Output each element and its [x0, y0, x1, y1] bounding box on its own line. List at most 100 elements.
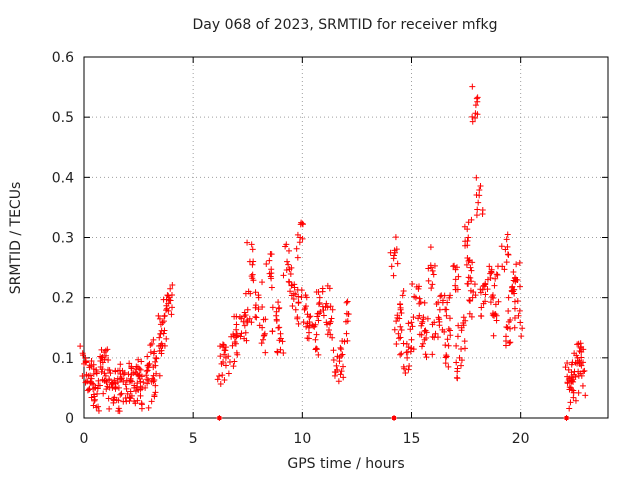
data-point: [217, 353, 224, 360]
data-point: [482, 298, 489, 305]
data-point: [397, 301, 404, 308]
data-point: [420, 314, 427, 321]
data-point: [140, 379, 147, 386]
data-point: [442, 360, 449, 367]
data-point: [137, 392, 144, 399]
data-point: [418, 322, 425, 329]
data-point: [135, 356, 142, 363]
data-point: [156, 315, 163, 322]
data-point: [259, 279, 266, 286]
data-point: [511, 305, 518, 312]
data-point: [452, 276, 459, 283]
data-point: [105, 356, 112, 363]
data-point: [222, 347, 229, 354]
data-point: [400, 340, 407, 347]
data-point: [462, 317, 469, 324]
data-point: [312, 336, 319, 343]
data-point: [296, 239, 303, 246]
data-point: [575, 389, 582, 396]
data-point: [582, 392, 589, 399]
data-point: [479, 206, 486, 213]
data-point: [502, 337, 509, 344]
data-point: [292, 306, 299, 313]
data-point: [387, 249, 394, 256]
data-point: [468, 278, 475, 285]
data-point: [511, 324, 518, 331]
data-point: [469, 113, 476, 120]
data-point: [116, 408, 123, 415]
data-point: [117, 391, 124, 398]
data-point: [151, 377, 158, 384]
data-point: [299, 235, 306, 242]
data-point: [511, 314, 518, 321]
data-point: [161, 327, 168, 334]
data-point: [429, 267, 436, 274]
data-point: [84, 387, 91, 394]
data-point: [410, 346, 417, 353]
data-point: [461, 338, 468, 345]
data-point: [244, 306, 251, 313]
data-point: [473, 174, 480, 181]
data-point: [155, 312, 162, 319]
data-point: [468, 267, 475, 274]
data-point: [390, 272, 397, 279]
data-point: [513, 261, 520, 268]
data-point: [311, 323, 318, 330]
data-point: [102, 352, 109, 359]
data-point: [453, 342, 460, 349]
y-tick-label: 0.2: [52, 291, 74, 307]
data-point: [143, 368, 150, 375]
data-point: [401, 365, 408, 372]
data-point: [90, 381, 97, 388]
data-point: [577, 340, 584, 347]
data-point: [290, 296, 297, 303]
data-point: [486, 263, 493, 270]
data-point: [478, 304, 485, 311]
data-point: [289, 302, 296, 309]
data-point: [288, 292, 295, 299]
data-point: [415, 285, 422, 292]
data-point: [157, 330, 164, 337]
data-point: [147, 349, 154, 356]
data-point: [152, 358, 159, 365]
data-point: [444, 299, 451, 306]
data-point: [504, 243, 511, 250]
data-point: [79, 373, 86, 380]
data-point: [519, 325, 526, 332]
data-point: [454, 333, 461, 340]
data-point: [234, 332, 241, 339]
data-point: [250, 258, 257, 265]
data-point: [279, 338, 286, 345]
data-point: [252, 313, 259, 320]
data-point: [294, 231, 301, 238]
data-point: [443, 312, 450, 319]
data-point: [167, 297, 174, 304]
data-point: [319, 285, 326, 292]
data-point: [269, 304, 276, 311]
data-point: [163, 335, 170, 342]
data-point: [334, 353, 341, 360]
data-point: [253, 314, 260, 321]
data-point: [337, 344, 344, 351]
data-point: [157, 321, 164, 328]
data-point: [495, 298, 502, 305]
data-point: [229, 342, 236, 349]
data-point: [298, 287, 305, 294]
data-point: [416, 283, 423, 290]
data-point: [214, 376, 221, 383]
data-point: [306, 319, 313, 326]
data-point: [98, 354, 105, 361]
data-point: [327, 331, 334, 338]
data-point: [268, 284, 275, 291]
data-point: [415, 315, 422, 322]
data-point: [99, 354, 106, 361]
data-point: [398, 327, 405, 334]
data-point: [344, 337, 351, 344]
data-point: [419, 318, 426, 325]
data-point: [343, 299, 350, 306]
data-point: [225, 370, 232, 377]
data-point: [460, 322, 467, 329]
data-point: [105, 395, 112, 402]
data-point: [262, 316, 269, 323]
data-point: [221, 351, 228, 358]
